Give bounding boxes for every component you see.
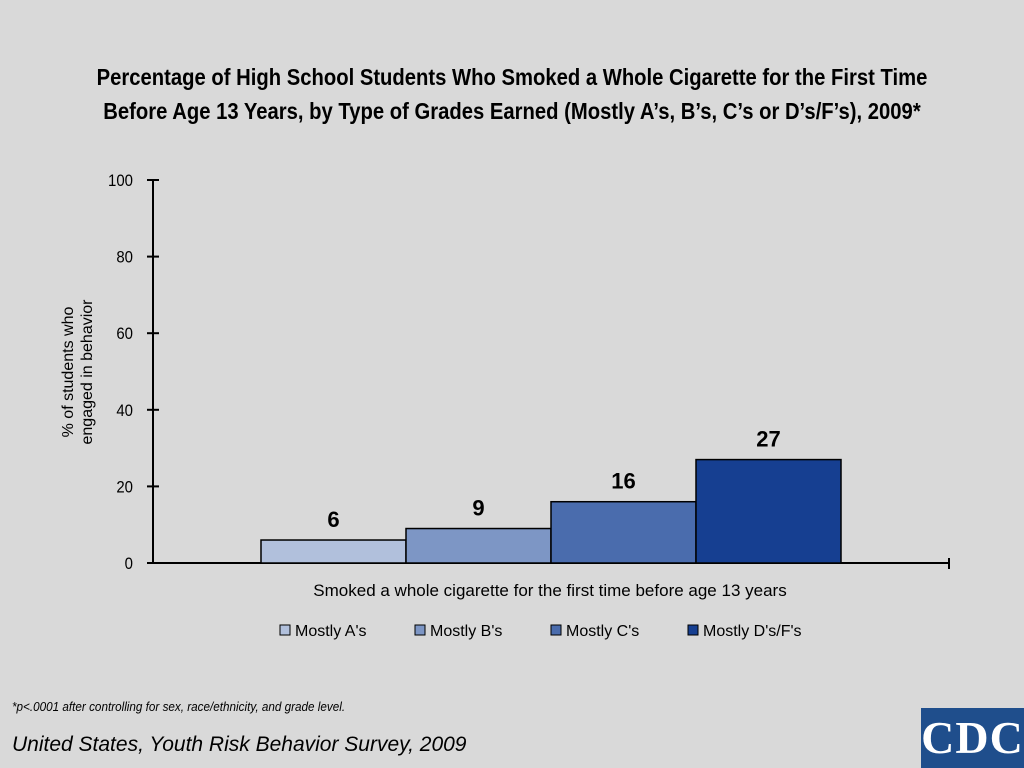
bar-chart: 0 20 40 60 80 100 % of students who engaged in … <box>60 172 950 640</box>
legend-swatch <box>550 624 562 636</box>
data-label: 16 <box>611 469 635 494</box>
source-note: United States, Youth Risk Behavior Surve… <box>12 733 467 756</box>
y-tick-label: 40 <box>116 402 133 420</box>
legend-label: Mostly D's/F's <box>703 623 802 640</box>
y-axis-label: % of students who engaged in behavior <box>60 299 96 445</box>
data-label: 9 <box>472 496 484 521</box>
y-tick-label: 20 <box>116 479 133 497</box>
chart-legend: Mostly A's Mostly B's Mostly C's Mostly D's… <box>279 623 802 640</box>
bar-mostly-b-s <box>405 527 552 564</box>
chart-title: Percentage of High School Students Who S… <box>61 60 962 128</box>
legend-swatch <box>279 624 291 636</box>
legend-label: Mostly C's <box>566 623 639 640</box>
data-label: 27 <box>756 427 780 452</box>
bar-mostly-c-s <box>550 500 697 564</box>
legend-swatch <box>414 624 426 636</box>
legend-label: Mostly B's <box>430 623 502 640</box>
bar-mostly-d-s-f-s <box>695 458 842 564</box>
x-axis-label: Smoked a whole cigarette for the first t… <box>313 581 786 600</box>
chart-title-line-2: Before Age 13 Years, by Type of Grades E… <box>103 98 921 124</box>
legend-swatch <box>687 624 699 636</box>
legend-label: Mostly A's <box>295 623 367 640</box>
chart-bars <box>260 458 842 564</box>
chart-axes: 0 20 40 60 80 100 % of students who engaged in … <box>60 172 950 600</box>
data-labels: 6 9 16 27 <box>327 427 780 532</box>
cdc-logo: CDC <box>921 708 1024 768</box>
chart-title-line-1: Percentage of High School Students Who S… <box>96 64 928 90</box>
footnote: *p<.0001 after controlling for sex, race… <box>12 699 346 714</box>
bar-mostly-a-s <box>260 539 407 564</box>
y-tick-label: 80 <box>116 249 133 267</box>
y-tick-label: 60 <box>116 325 133 343</box>
y-tick-label: 0 <box>125 555 133 573</box>
data-label: 6 <box>327 507 339 532</box>
y-tick-label: 100 <box>108 172 133 190</box>
